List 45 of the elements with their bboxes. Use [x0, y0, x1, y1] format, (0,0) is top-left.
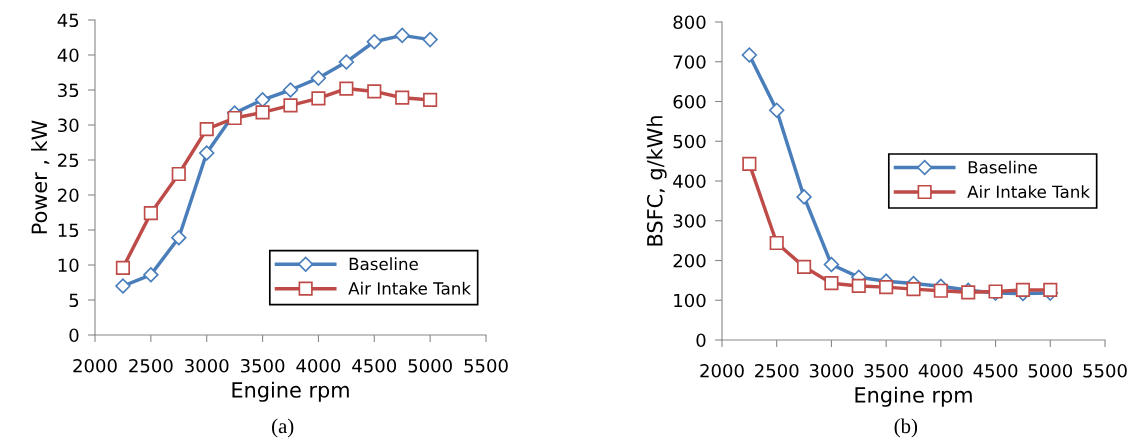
y-tick-label: 400 [673, 174, 706, 189]
y-tick-label: 15 [58, 223, 79, 238]
y-tick-label: 25 [58, 153, 79, 168]
y-tick-label: 30 [58, 118, 79, 133]
x-tick-label: 4000 [296, 358, 341, 373]
x-tick-label: 3500 [864, 363, 908, 378]
x-tick-label: 2000 [73, 358, 117, 373]
x-tick-label: 5500 [464, 358, 508, 373]
y-tick-label: 5 [69, 293, 79, 308]
x-tick-label: 2500 [129, 358, 173, 373]
x-tick-label: 3000 [185, 358, 229, 373]
text: (a) [272, 418, 294, 438]
x-tick-label: 5500 [1083, 363, 1127, 378]
y-tick-label: 800 [673, 15, 706, 30]
y-tick-label: 0 [69, 328, 79, 343]
legend-label: Baseline [968, 160, 1037, 174]
legend-label: Air Intake Tank [348, 281, 471, 295]
y-tick-label: 20 [58, 188, 79, 203]
x-axis-title: Engine rpm [232, 381, 349, 402]
y-tick-label: 45 [57, 13, 79, 28]
x-tick-label: 3500 [240, 358, 285, 373]
y-tick-label: 700 [673, 55, 706, 69]
y-tick-label: 600 [673, 94, 706, 109]
x-tick-label: 2500 [755, 363, 799, 378]
x-tick-label: 5000 [408, 358, 452, 373]
x-tick-label: 3000 [809, 363, 854, 378]
y-tick-label: 35 [58, 83, 79, 98]
x-tick-label: 4000 [918, 363, 963, 378]
y-tick-label: 0 [696, 333, 706, 348]
y-axis-title: Power , kW [31, 120, 50, 234]
y-tick-label: 10 [58, 258, 79, 273]
y-axis-title: BSFC, g/kWh [646, 116, 667, 246]
x-tick-label: 4500 [973, 363, 1018, 378]
y-tick-label: 200 [673, 253, 706, 268]
x-tick-label: 2000 [700, 363, 744, 378]
legend-label: Air Intake Tank [967, 185, 1090, 199]
x-tick-label: 5000 [1028, 363, 1073, 378]
x-axis-title: Engine rpm [855, 386, 972, 407]
y-tick-label: 300 [673, 214, 706, 228]
y-tick-label: 500 [673, 134, 706, 149]
legend-label: Baseline [349, 257, 418, 271]
y-tick-label: 40 [57, 48, 79, 63]
y-tick-label: 100 [674, 293, 706, 308]
text: (b) [894, 418, 918, 438]
x-tick-label: 4500 [352, 358, 397, 373]
